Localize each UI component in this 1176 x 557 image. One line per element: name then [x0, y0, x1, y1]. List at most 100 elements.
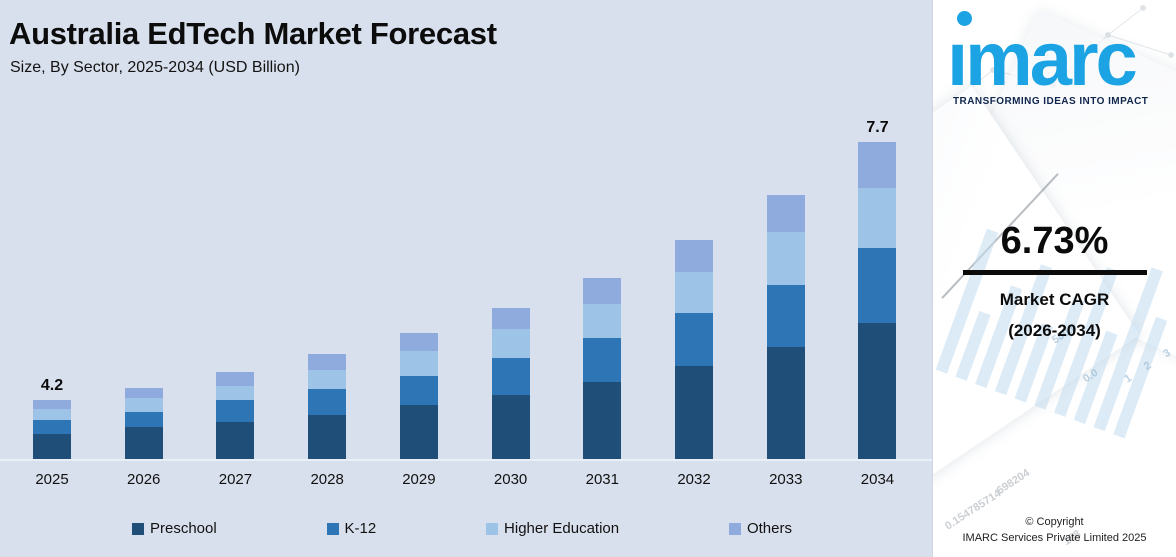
bar-segment-k-12 — [583, 338, 622, 382]
bar-segment-k-12 — [308, 389, 347, 415]
legend-item-preschool: Preschool — [132, 520, 217, 537]
bar-segment-others — [308, 354, 347, 370]
x-axis-label: 2025 — [35, 471, 69, 488]
bar-group-2031: 2031 — [583, 278, 622, 488]
bar-segment-others — [124, 388, 163, 398]
bar-segment-k-12 — [858, 248, 897, 323]
bar-segment-others — [399, 333, 438, 351]
bar-segment-preschool — [491, 395, 530, 459]
legend-label: Others — [746, 520, 792, 537]
chart-panel: Australia EdTech Market Forecast Size, B… — [0, 16, 932, 537]
legend-swatch-higher-education — [486, 522, 499, 535]
bar-segment-k-12 — [675, 313, 714, 366]
cagr-range: (2026-2034) — [1008, 320, 1101, 340]
bar-segment-preschool — [675, 366, 714, 459]
bar-segment-higher-education — [766, 232, 805, 285]
bar-total-label: 4.2 — [40, 377, 64, 394]
bar-segment-higher-education — [124, 398, 163, 412]
bar-total-label: 7.7 — [866, 119, 889, 136]
bar-stack — [491, 308, 530, 459]
bar-segment-k-12 — [766, 285, 805, 347]
bar-segment-higher-education — [858, 188, 897, 248]
bar-segment-k-12 — [33, 420, 71, 434]
x-axis-label: 2026 — [127, 471, 161, 488]
bar-stack — [124, 388, 163, 459]
bar-segment-preschool — [858, 323, 897, 459]
cagr-callout: 6.73% Market CAGR (2026-2034) — [933, 220, 1176, 346]
bar-segment-preschool — [216, 422, 255, 459]
bar-segment-higher-education — [675, 272, 714, 313]
imarc-logo: ımarc TRANSFORMING IDEAS INTO IMPACT — [943, 8, 1173, 108]
brand-panel: 500.0 0.0 1 2 3 4 698204 0.154785714 188… — [932, 0, 1176, 557]
bar-segment-preschool — [33, 434, 71, 459]
bar-segment-k-12 — [399, 376, 438, 405]
page-subtitle: Size, By Sector, 2025-2034 (USD Billion) — [10, 59, 300, 76]
legend-label: Preschool — [150, 520, 217, 537]
bar-segment-preschool — [124, 427, 163, 459]
copyright-line1: © Copyright — [1025, 516, 1084, 529]
bar-stack — [583, 278, 622, 459]
bar-segment-others — [766, 195, 805, 232]
page-title: Australia EdTech Market Forecast — [9, 16, 497, 51]
x-axis-label: 2030 — [493, 471, 528, 488]
bar-stack — [399, 333, 438, 459]
bar-segment-higher-education — [308, 370, 347, 389]
bar-segment-k-12 — [491, 358, 530, 395]
plot-area: 4.2 2025 2026 2027 2028 2029 2030 2031 2032 2033 7… — [0, 100, 932, 488]
legend-swatch-others — [728, 522, 741, 535]
legend-swatch-k12 — [326, 522, 339, 535]
cagr-divider — [962, 270, 1147, 275]
bar-stack — [766, 195, 805, 459]
bar-segment-preschool — [308, 415, 347, 459]
x-axis-label: 2031 — [585, 471, 619, 488]
chart-legend: Preschool K-12 Higher Education Others — [132, 520, 792, 537]
legend-item-higher-education: Higher Education — [486, 520, 619, 537]
x-axis-label: 2029 — [402, 471, 436, 488]
copyright-line2: IMARC Services Private Limited 2025 — [962, 531, 1147, 544]
bar-group-2028: 2028 — [308, 354, 347, 488]
bar-stack — [33, 400, 71, 459]
legend-label: K-12 — [344, 520, 377, 537]
bar-stack — [858, 142, 897, 459]
cagr-label: Market CAGR — [999, 290, 1110, 309]
x-axis-label: 2028 — [310, 471, 344, 488]
bar-stack — [216, 372, 255, 459]
bar-segment-others — [491, 308, 530, 329]
x-axis-label: 2027 — [218, 471, 253, 488]
logo-i-dot-icon — [957, 11, 972, 26]
bar-segment-higher-education — [491, 329, 530, 358]
x-axis-label: 2034 — [860, 471, 895, 488]
bar-stack — [308, 354, 347, 459]
bar-group-2034: 7.7 2034 — [858, 119, 897, 488]
bar-segment-preschool — [399, 405, 438, 459]
bar-group-2032: 2032 — [675, 240, 714, 488]
bar-segment-higher-education — [216, 386, 255, 400]
bar-group-2027: 2027 — [216, 372, 255, 488]
logo-wordmark: ımarc — [947, 17, 1138, 102]
bar-segment-others — [583, 278, 622, 304]
bar-segment-others — [675, 240, 714, 272]
bar-segment-k-12 — [124, 412, 163, 427]
bar-segment-others — [858, 142, 897, 188]
bar-group-2033: 2033 — [766, 195, 805, 488]
bar-segment-higher-education — [33, 409, 71, 420]
legend-item-k12: K-12 — [326, 520, 377, 537]
logo-tagline: TRANSFORMING IDEAS INTO IMPACT — [953, 96, 1149, 107]
bar-group-2025: 4.2 2025 — [33, 377, 71, 488]
legend-item-others: Others — [728, 520, 792, 537]
bar-segment-preschool — [583, 382, 622, 459]
bar-segment-higher-education — [399, 351, 438, 376]
bar-group-2029: 2029 — [399, 333, 438, 488]
bar-segment-preschool — [766, 347, 805, 459]
bar-group-2030: 2030 — [491, 308, 530, 488]
x-axis-label: 2032 — [677, 471, 711, 488]
x-axis-label: 2033 — [769, 471, 803, 488]
legend-swatch-preschool — [132, 522, 144, 535]
bar-segment-k-12 — [216, 400, 255, 422]
bar-segment-others — [216, 372, 255, 386]
bar-stack — [675, 240, 714, 459]
copyright-notice: © Copyright IMARC Services Private Limit… — [933, 515, 1176, 546]
bar-segment-others — [33, 400, 71, 409]
cagr-value: 6.73% — [1000, 220, 1109, 262]
